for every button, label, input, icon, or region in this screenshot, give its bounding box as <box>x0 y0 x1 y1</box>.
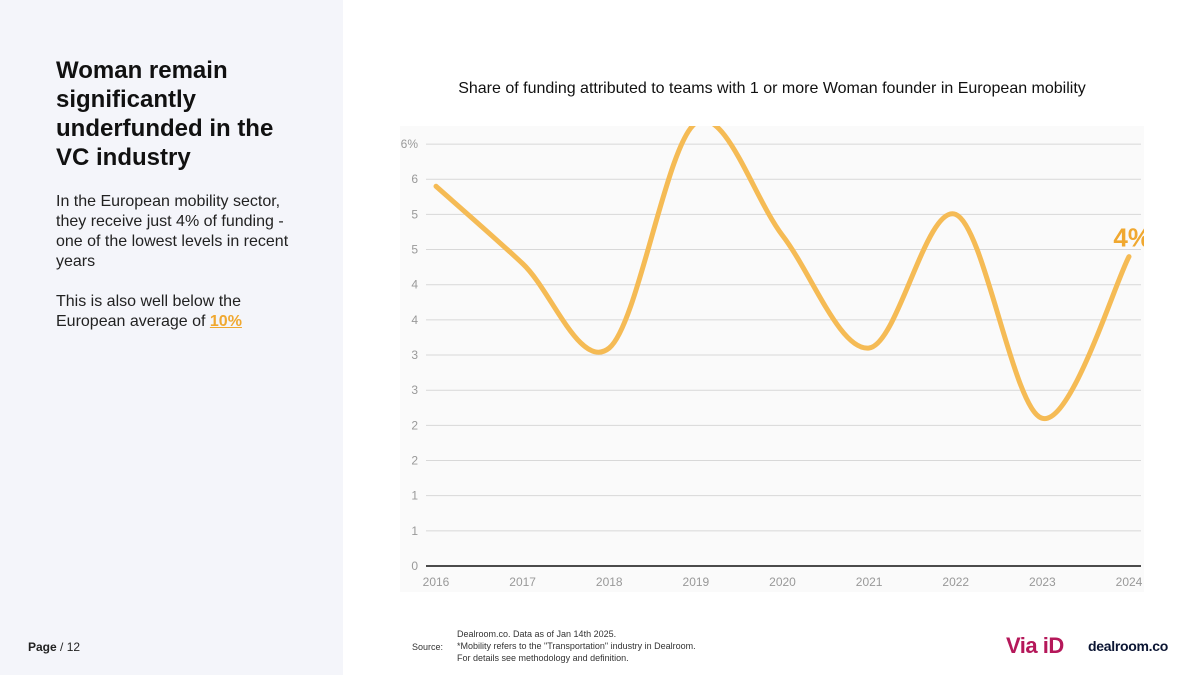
left-panel <box>0 0 343 675</box>
y-tick-label: 3 <box>411 348 418 362</box>
y-tick-label: 2 <box>411 454 418 468</box>
body-text: In the European mobility sector, they re… <box>56 192 306 352</box>
source-line: *Mobility refers to the "Transportation"… <box>457 641 696 651</box>
x-tick-label: 2019 <box>683 575 710 589</box>
plot-background <box>400 126 1144 592</box>
y-tick-label: 3 <box>411 383 418 397</box>
y-tick-label: 1 <box>411 524 418 538</box>
x-tick-label: 2022 <box>942 575 969 589</box>
body-paragraph-1: In the European mobility sector, they re… <box>56 193 289 270</box>
source-line: Dealroom.co. Data as of Jan 14th 2025. <box>457 629 617 639</box>
chart-title: Share of funding attributed to teams wit… <box>458 80 1086 97</box>
chart: 0 1 1 2 2 3 3 4 4 5 5 6 6% 2016 2017 2018 2019 2020 2021 20… <box>400 118 1151 592</box>
y-tick-label: 0 <box>411 559 418 573</box>
x-tick-label: 2024 <box>1116 575 1143 589</box>
x-tick-label: 2023 <box>1029 575 1056 589</box>
x-tick-label: 2017 <box>509 575 536 589</box>
y-tick-label: 6% <box>401 137 419 151</box>
x-tick-label: 2018 <box>596 575 623 589</box>
source-notes: Dealroom.co. Data as of Jan 14th 2025. *… <box>457 628 696 664</box>
page-number: Page / 12 <box>28 640 80 654</box>
y-tick-label: 2 <box>411 418 418 432</box>
chart-svg: 0 1 1 2 2 3 3 4 4 5 5 6 6% 2016 2017 2018 2019 2020 2021 20… <box>400 118 1151 592</box>
y-tick-label: 6 <box>411 172 418 186</box>
page-label: Page <box>28 640 57 654</box>
european-average-link[interactable]: 10% <box>209 313 242 330</box>
x-tick-label: 2021 <box>856 575 883 589</box>
body-paragraph-2: This is also well below the European ave… <box>56 292 306 332</box>
y-tick-label: 4 <box>411 278 418 292</box>
page-total: / 12 <box>60 640 81 654</box>
dealroom-logo: dealroom.co <box>1088 638 1168 654</box>
body-paragraph-2-text: This is also well below the European ave… <box>56 293 241 330</box>
y-tick-label: 5 <box>411 243 418 257</box>
y-tick-label: 1 <box>411 489 418 503</box>
headline: Woman remain significantly underfunded i… <box>56 57 274 171</box>
y-tick-label: 5 <box>411 207 418 221</box>
series-line <box>433 118 1132 421</box>
via-id-logo: Via iD <box>1006 633 1064 658</box>
x-tick-label: 2020 <box>769 575 796 589</box>
source-line: For details see methodology and definiti… <box>457 653 629 663</box>
x-tick-label: 2016 <box>423 575 450 589</box>
end-value-label: 4% <box>1113 223 1144 253</box>
y-tick-label: 4 <box>411 313 418 327</box>
source-label: Source: <box>412 642 444 652</box>
